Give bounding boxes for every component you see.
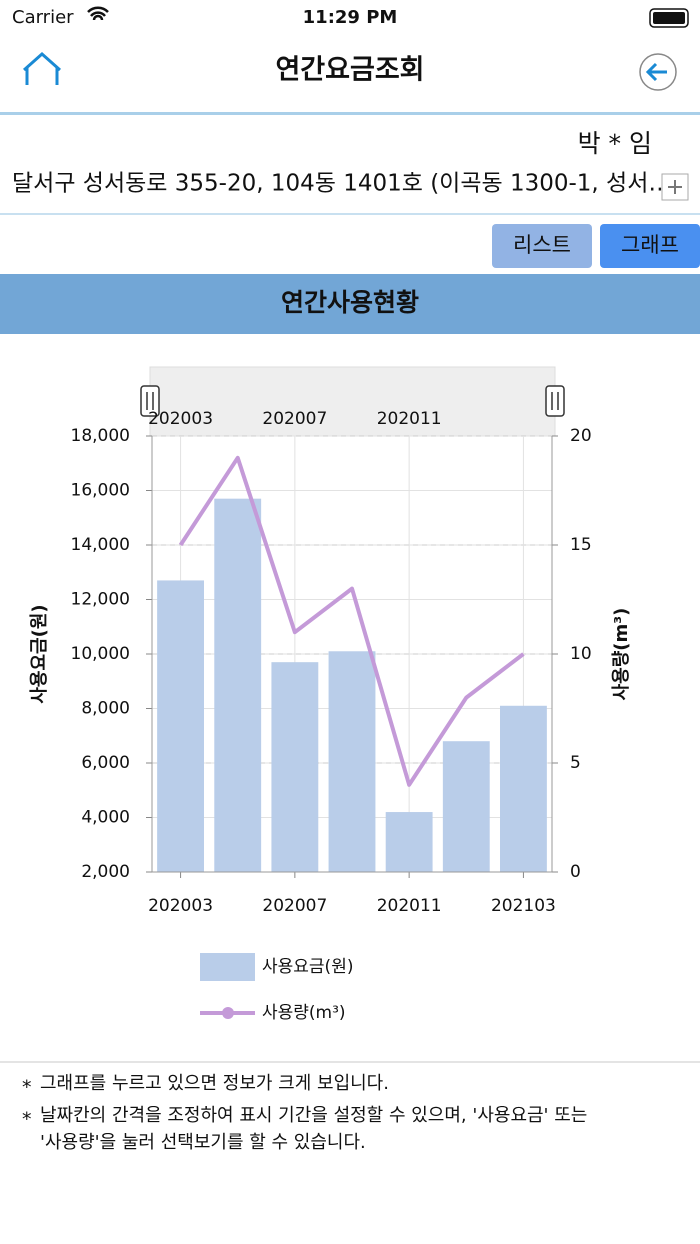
carrier: Carrier	[12, 7, 74, 28]
y-tick-label: 4,000	[81, 808, 130, 828]
bar[interactable]	[385, 812, 433, 872]
y2-tick-label: 20	[570, 426, 592, 446]
list-tab[interactable]	[492, 224, 592, 268]
x-tick-label: 202003	[148, 896, 213, 916]
legend-label[interactable]: 사용량(m³)	[262, 1003, 346, 1023]
y2-axis-title: 사용량(m³)	[611, 608, 632, 701]
notes-divider	[0, 1061, 700, 1063]
customer-name: 박 * 임	[578, 129, 652, 158]
expand-button[interactable]	[661, 173, 689, 201]
legend-swatch[interactable]	[200, 953, 255, 981]
battery	[649, 8, 689, 28]
y2-tick-label: 15	[570, 535, 592, 555]
note-text: '사용량'을 눌러 선택보기를 할 수 있습니다.	[40, 1132, 366, 1153]
note-text: 그래프를 누르고 있으면 정보가 크게 보입니다.	[40, 1073, 389, 1094]
line[interactable]	[178, 455, 525, 787]
bar[interactable]	[157, 580, 204, 872]
y2-tick-label: 0	[570, 862, 581, 882]
y-tick-label: 10,000	[71, 644, 130, 664]
range-handle[interactable]	[545, 385, 565, 417]
y-tick-label: 6,000	[81, 753, 130, 773]
navigator-label: 202011	[377, 409, 442, 429]
legend-label[interactable]: 사용요금(원)	[262, 957, 353, 977]
note-text: 날짜칸의 간격을 조정하여 표시 기간을 설정할 수 있으며, '사용요금' 또…	[40, 1105, 587, 1126]
graph-tab[interactable]	[600, 224, 700, 268]
graph-tab-label[interactable]: 그래프	[621, 233, 679, 257]
x-tick-label: 202007	[262, 896, 327, 916]
back-button[interactable]	[639, 53, 677, 91]
y-tick-label: 2,000	[81, 862, 130, 882]
y-axis-title: 사용요금(원)	[29, 604, 50, 703]
navigator-label: 202003	[148, 409, 213, 429]
bar[interactable]	[500, 705, 547, 872]
wifi-icon	[87, 6, 109, 21]
home-button[interactable]	[23, 51, 61, 85]
y2-tick-label: 5	[570, 753, 581, 773]
battery-level	[653, 12, 685, 24]
note-marker: *	[22, 1077, 32, 1099]
y-tick-label: 8,000	[81, 699, 130, 719]
legend-marker[interactable]	[222, 1007, 234, 1019]
y-tick-label: 18,000	[71, 426, 130, 446]
bar[interactable]	[442, 741, 490, 872]
range-handle[interactable]	[140, 385, 160, 417]
header-divider	[0, 112, 700, 115]
page-title: 연간요금조회	[275, 55, 424, 86]
y-tick-label: 16,000	[71, 481, 130, 501]
bar[interactable]	[271, 662, 319, 872]
section-title: 연간사용현황	[281, 288, 419, 317]
note-marker: *	[22, 1109, 32, 1131]
y2-tick-label: 10	[570, 644, 592, 664]
clock: 11:29 PM	[303, 7, 398, 28]
y-tick-label: 14,000	[71, 535, 130, 555]
navigator-label: 202007	[262, 409, 327, 429]
address-divider	[0, 213, 700, 215]
bar[interactable]	[328, 651, 376, 872]
list-tab-label[interactable]: 리스트	[513, 233, 571, 257]
y-tick-label: 12,000	[71, 590, 130, 610]
x-tick-label: 202011	[377, 896, 442, 916]
bar[interactable]	[214, 498, 262, 872]
x-tick-label: 202103	[491, 896, 556, 916]
customer-address: 달서구 성서동로 355-20, 104동 1401호 (이곡동 1300-1,…	[12, 171, 671, 197]
section-bar	[0, 274, 700, 334]
